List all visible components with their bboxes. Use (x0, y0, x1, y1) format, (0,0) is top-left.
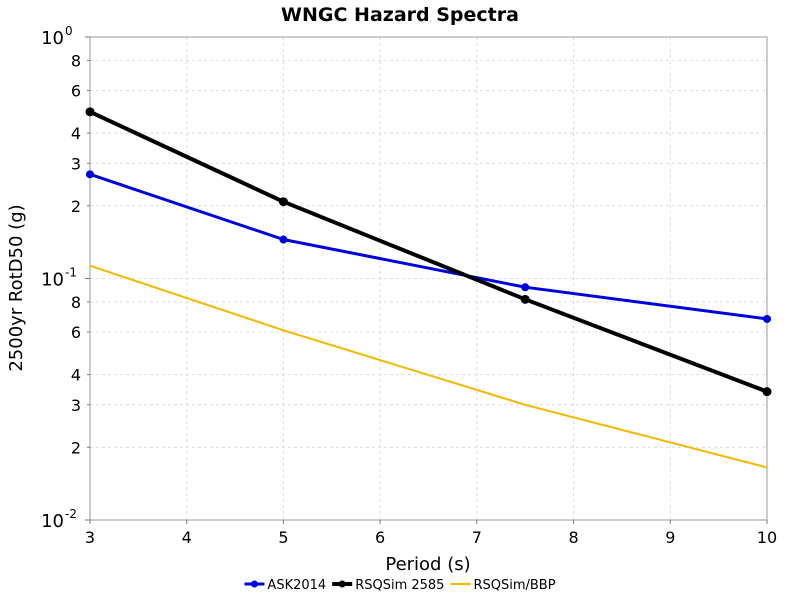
x-tick-label: 3 (85, 528, 95, 547)
chart-title: WNGC Hazard Spectra (281, 4, 519, 26)
data-point (521, 283, 530, 292)
y-tick-label: 6 (71, 82, 81, 101)
y-major-tick-exponent: -1 (65, 266, 77, 280)
y-tick-label: 3 (71, 396, 81, 415)
legend-item: RSQSim/BBP (450, 578, 556, 593)
x-tick-label: 7 (472, 528, 482, 547)
x-tick-label: 5 (278, 528, 288, 547)
x-axis-ticks: 3 4 5 6 7 8 9 10 (85, 520, 777, 547)
y-major-tick-exponent: -2 (65, 507, 77, 521)
data-point (520, 294, 530, 304)
x-tick-label: 8 (568, 528, 578, 547)
y-tick-label: 2 (71, 438, 81, 457)
x-axis-label: Period (s) (385, 554, 470, 575)
y-tick-label: 8 (71, 293, 81, 312)
data-point (85, 107, 95, 117)
data-point (279, 235, 288, 244)
legend-label: ASK2014 (267, 578, 326, 593)
y-tick-label: 4 (71, 124, 81, 143)
y-major-tick-label: 10 (41, 511, 64, 532)
y-tick-label: 6 (71, 323, 81, 342)
data-point (763, 314, 771, 323)
y-axis-label: 2500yr RotD50 (g) (6, 204, 27, 371)
series-ask2014 (86, 170, 771, 323)
series-line (89, 172, 768, 321)
y-major-tick-base: 10 (41, 511, 64, 532)
x-tick-label: 10 (757, 528, 777, 547)
y-major-tick-exponent: 0 (65, 24, 73, 38)
legend: ASK2014 RSQSim 2585 RSQSim/BBP (244, 578, 556, 593)
x-tick-label: 4 (182, 528, 192, 547)
y-major-tick-base: 10 (41, 270, 64, 291)
series-rsqsim-bbp (89, 264, 768, 469)
x-tick-label: 6 (375, 528, 385, 547)
data-point (86, 170, 94, 179)
y-major-tick-label: 10 (41, 28, 64, 49)
legend-item: ASK2014 (244, 578, 326, 593)
series-layer (85, 107, 772, 469)
x-tick-label: 9 (665, 528, 675, 547)
grid (90, 37, 767, 520)
series-line (89, 264, 768, 469)
legend-label: RSQSim/BBP (473, 578, 555, 593)
series-rsqsim-2585 (85, 107, 772, 397)
y-tick-label: 8 (71, 51, 81, 70)
legend-label: RSQSim 2585 (355, 578, 444, 593)
legend-marker (338, 580, 346, 588)
y-tick-label: 4 (71, 366, 81, 385)
legend-item: RSQSim 2585 (332, 578, 444, 593)
legend-marker (250, 580, 258, 588)
y-major-tick-label: 10 (41, 270, 64, 291)
data-point (762, 387, 772, 397)
data-point (278, 197, 288, 207)
series-line (89, 109, 768, 394)
y-major-tick-base: 10 (41, 28, 64, 49)
y-tick-label: 3 (71, 154, 81, 173)
y-tick-label: 2 (71, 197, 81, 216)
